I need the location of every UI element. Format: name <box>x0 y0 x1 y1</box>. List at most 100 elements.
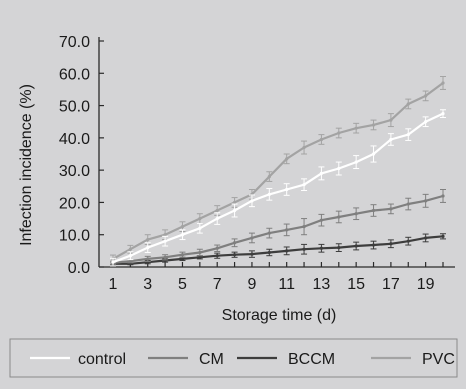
x-tick-label: 19 <box>417 276 435 293</box>
y-tick-label: 10.0 <box>59 228 90 245</box>
y-tick-label: 60.0 <box>59 66 90 83</box>
series-line-control <box>112 112 444 264</box>
data-point <box>128 259 132 263</box>
data-point <box>285 187 289 192</box>
data-point <box>163 233 167 237</box>
data-point <box>337 246 341 250</box>
data-point <box>180 225 185 229</box>
data-point <box>163 255 167 259</box>
data-point <box>232 241 237 245</box>
y-axis: 0.0 10.0 20.0 30.0 40.0 50.0 60.0 70.0 <box>59 34 104 277</box>
data-point <box>389 207 393 211</box>
data-point <box>146 246 150 250</box>
data-point <box>441 112 445 116</box>
legend: control CM BCCM PVC <box>9 338 458 378</box>
data-point <box>215 246 219 250</box>
series-group <box>110 76 446 267</box>
data-point <box>250 199 254 203</box>
data-point <box>441 81 445 85</box>
series-CM <box>110 189 446 265</box>
data-point <box>441 194 445 198</box>
y-axis-label: Infection incidence (%) <box>18 84 35 246</box>
data-point <box>371 123 376 127</box>
legend-box <box>9 338 458 378</box>
series-control <box>110 109 446 267</box>
data-point <box>215 216 219 221</box>
series-line-CM <box>112 194 444 264</box>
x-tick-label: 9 <box>247 276 256 293</box>
data-point <box>267 250 271 255</box>
data-point <box>267 231 271 235</box>
data-point <box>354 212 358 216</box>
data-point <box>424 94 428 98</box>
y-tick-label: 30.0 <box>59 163 90 180</box>
data-point <box>389 118 393 122</box>
x-tick-label: 17 <box>382 276 400 293</box>
data-point <box>198 250 202 255</box>
data-point <box>389 137 393 142</box>
y-tick-label: 0.0 <box>68 260 90 277</box>
data-point <box>319 246 324 250</box>
data-point <box>163 239 167 243</box>
x-tick-label: 7 <box>213 276 222 293</box>
data-point <box>146 237 150 242</box>
data-point <box>319 171 324 175</box>
data-point <box>302 247 306 251</box>
data-point <box>354 126 358 130</box>
data-point <box>371 243 376 247</box>
data-point <box>232 253 237 257</box>
data-point <box>232 208 237 213</box>
data-point <box>128 254 132 258</box>
x-tick-label: 1 <box>109 276 118 293</box>
data-point <box>302 145 306 150</box>
data-point <box>285 249 289 253</box>
data-point <box>215 254 219 258</box>
data-point <box>337 215 341 219</box>
legend-label-control: control <box>78 351 126 368</box>
data-point <box>371 152 376 156</box>
legend-label-CM: CM <box>199 351 224 368</box>
data-point <box>250 252 254 256</box>
y-tick-label: 20.0 <box>59 195 90 212</box>
data-point <box>215 208 219 213</box>
data-point <box>337 166 341 171</box>
x-axis-label: Storage time (d) <box>222 307 337 324</box>
data-point <box>389 242 393 246</box>
data-point <box>285 157 289 161</box>
data-point <box>198 216 202 221</box>
data-point <box>424 236 428 240</box>
x-tick-label: 11 <box>278 276 295 293</box>
data-point <box>406 133 410 137</box>
data-point <box>354 160 358 164</box>
data-point <box>128 247 132 251</box>
y-tick-label: 50.0 <box>59 99 90 116</box>
data-point <box>267 175 271 179</box>
series-BCCM <box>110 233 446 266</box>
series-PVC <box>110 76 446 264</box>
data-point <box>302 225 306 229</box>
series-line-PVC <box>112 82 444 260</box>
data-point <box>354 244 358 248</box>
data-point <box>424 120 428 124</box>
x-tick-label: 3 <box>143 276 152 293</box>
data-point <box>198 226 202 230</box>
data-point <box>180 257 185 261</box>
data-point <box>146 257 150 261</box>
data-point <box>302 183 306 187</box>
data-point <box>180 233 185 237</box>
data-point <box>441 234 445 238</box>
x-axis: 1 3 5 7 9 11 13 15 17 19 <box>99 262 455 293</box>
y-tick-label: 70.0 <box>59 34 90 51</box>
data-point <box>424 199 428 203</box>
data-point <box>371 208 376 213</box>
data-point <box>406 239 410 243</box>
data-point <box>337 131 341 135</box>
data-point <box>406 202 410 206</box>
x-tick-label: 5 <box>178 276 187 293</box>
data-point <box>319 218 324 222</box>
data-point <box>232 200 237 205</box>
legend-label-PVC: PVC <box>422 351 455 368</box>
x-tick-label: 15 <box>347 276 365 293</box>
data-point <box>250 236 254 240</box>
